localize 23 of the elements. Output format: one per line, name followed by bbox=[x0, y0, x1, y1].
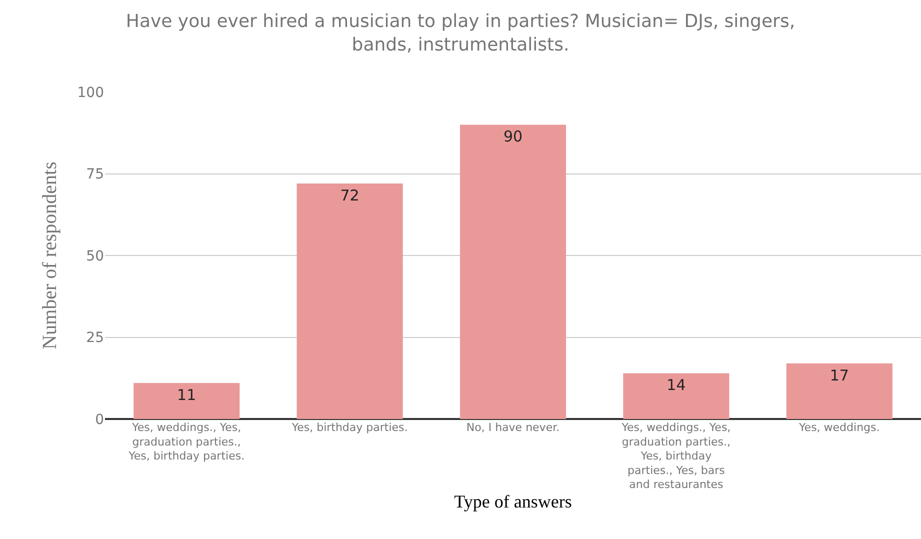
x-tick-label: No, I have never. bbox=[466, 421, 560, 434]
y-tick-label: 0 bbox=[95, 412, 104, 428]
x-tick-label: Yes, weddings. bbox=[798, 421, 880, 434]
x-axis-title: Type of answers bbox=[454, 491, 572, 512]
x-tick-label: Yes, weddings., Yes, graduation parties., Yes, birthday parties. bbox=[128, 421, 245, 463]
data-label: 14 bbox=[666, 376, 686, 394]
bar bbox=[623, 373, 730, 419]
y-axis-title: Number of respondents bbox=[38, 161, 61, 350]
bar bbox=[296, 184, 403, 419]
y-tick-label: 100 bbox=[77, 84, 104, 101]
data-label: 11 bbox=[177, 386, 196, 404]
x-tick-label: Yes, weddings., Yes, graduation parties., Yes, birthday parties., Yes, bars and restaurantes bbox=[620, 421, 731, 492]
data-label: 17 bbox=[830, 366, 849, 384]
bar bbox=[460, 124, 566, 419]
y-tick-label: 25 bbox=[86, 330, 104, 346]
y-tick-label: 50 bbox=[86, 248, 104, 264]
bar bbox=[786, 363, 892, 419]
data-label: 90 bbox=[503, 128, 523, 146]
y-tick-label: 75 bbox=[86, 166, 104, 183]
chart-title: Have you ever hired a musician to play in parties? Musician= DJs, singers, bands, instrumentalists. bbox=[126, 10, 796, 56]
bar bbox=[134, 383, 240, 419]
x-tick-label: Yes, birthday parties. bbox=[290, 421, 408, 434]
data-label: 72 bbox=[340, 186, 360, 205]
